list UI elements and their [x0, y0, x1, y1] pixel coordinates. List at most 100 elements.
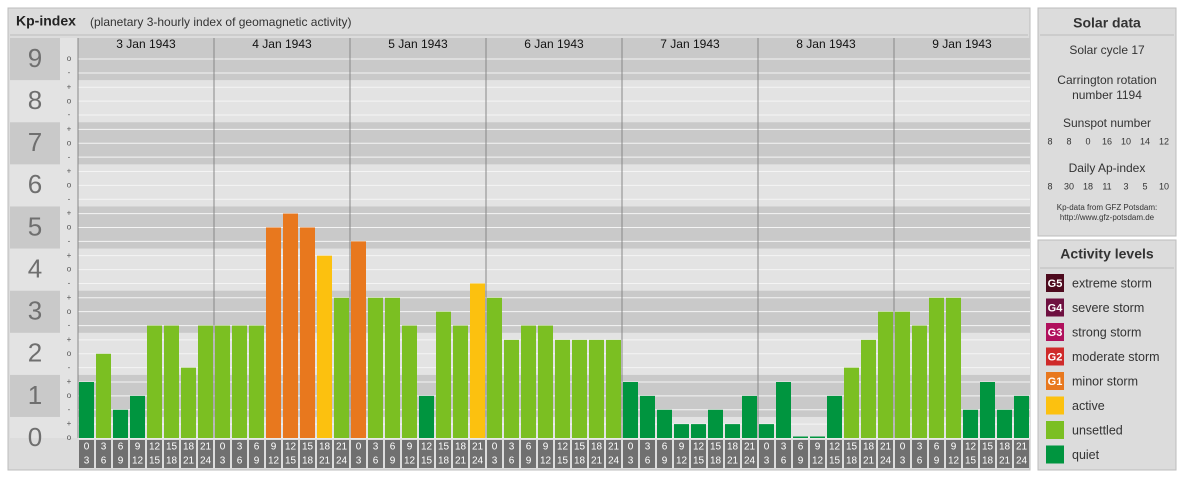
hour-box	[249, 440, 264, 468]
hour-label: 18	[846, 456, 858, 467]
day-label: 4 Jan 1943	[252, 37, 312, 51]
y-label-box	[10, 374, 60, 417]
hour-box	[827, 440, 842, 468]
hour-label: 18	[727, 442, 739, 453]
minor-tick-label: +	[67, 251, 72, 260]
bar	[198, 325, 213, 438]
minor-tick-label: o	[67, 307, 72, 316]
hour-label: 21	[880, 442, 892, 453]
hour-box	[453, 440, 468, 468]
hour-label: 12	[693, 442, 705, 453]
hour-label: 3	[764, 456, 770, 467]
minor-tick-label: o	[67, 391, 72, 400]
hour-label: 12	[404, 456, 416, 467]
legend-label: active	[1072, 399, 1105, 413]
hour-label: 6	[798, 442, 804, 453]
hour-label: 0	[84, 442, 90, 453]
legend-code: G2	[1048, 351, 1063, 363]
hour-label: 15	[965, 456, 977, 467]
hour-box	[759, 440, 774, 468]
hour-label: 24	[336, 456, 348, 467]
bar	[742, 395, 757, 438]
hour-box	[266, 440, 281, 468]
hour-label: 9	[118, 456, 124, 467]
bar	[334, 297, 349, 438]
minor-tick-label: +	[67, 335, 72, 344]
hour-label: 9	[390, 456, 396, 467]
hour-box	[317, 440, 332, 468]
y-label-box	[10, 122, 60, 165]
hour-box	[691, 440, 706, 468]
bar	[657, 409, 672, 438]
minor-tick-label: +	[67, 167, 72, 176]
minor-tick-label: -	[68, 279, 71, 288]
hour-box	[402, 440, 417, 468]
hour-box	[912, 440, 927, 468]
y-tick-label: 8	[28, 85, 42, 115]
chart-subtitle: (planetary 3-hourly index of geomagnetic…	[90, 15, 351, 29]
day-label: 7 Jan 1943	[660, 37, 720, 51]
hour-label: 12	[421, 442, 433, 453]
hour-box	[147, 440, 162, 468]
bar	[844, 367, 859, 438]
solar-text: Solar data	[1073, 15, 1141, 31]
hour-box	[997, 440, 1012, 468]
hour-label: 21	[472, 442, 484, 453]
hour-label: 3	[645, 442, 651, 453]
hour-label: 15	[846, 442, 858, 453]
legend-code: G5	[1048, 278, 1063, 290]
bar	[283, 213, 298, 438]
hour-box	[113, 440, 128, 468]
hour-box	[283, 440, 298, 468]
hour-label: 9	[798, 456, 804, 467]
legend-label: strong storm	[1072, 325, 1141, 339]
minor-tick-label: o	[67, 265, 72, 274]
hour-label: 18	[591, 442, 603, 453]
bar	[181, 367, 196, 438]
hour-label: 9	[679, 442, 685, 453]
band	[78, 416, 1030, 438]
minor-tick-label: -	[68, 68, 71, 77]
hour-box	[555, 440, 570, 468]
solar-text: http://www.gfz-potsdam.de	[1060, 213, 1155, 222]
hour-box	[351, 440, 366, 468]
hour-label: 21	[336, 442, 348, 453]
solar-text: 12	[1159, 136, 1169, 146]
bar	[946, 297, 961, 438]
bar	[232, 325, 247, 438]
hour-label: 6	[509, 456, 515, 467]
hour-label: 15	[982, 442, 994, 453]
hour-label: 15	[302, 442, 314, 453]
bar	[453, 325, 468, 438]
minor-col	[60, 38, 78, 438]
minor-tick-label: +	[67, 419, 72, 428]
hour-label: 18	[982, 456, 994, 467]
hour-box	[742, 440, 757, 468]
hour-label: 6	[373, 456, 379, 467]
legend-label: extreme storm	[1072, 276, 1152, 290]
bar	[912, 325, 927, 438]
hour-box	[861, 440, 876, 468]
hour-box	[810, 440, 825, 468]
solar-text: 11	[1102, 181, 1111, 191]
hour-box	[300, 440, 315, 468]
hour-label: 9	[662, 456, 668, 467]
hour-label: 3	[917, 442, 923, 453]
solar-text: 8	[1047, 136, 1052, 146]
y-tick-label: 7	[28, 127, 42, 157]
solar-text: Carrington rotation	[1057, 73, 1156, 87]
hour-label: 24	[744, 456, 756, 467]
hour-box	[96, 440, 111, 468]
hour-label: 21	[744, 442, 756, 453]
minor-tick-label: o	[67, 96, 72, 105]
hour-label: 18	[319, 442, 331, 453]
hour-box	[215, 440, 230, 468]
minor-tick-label: +	[67, 82, 72, 91]
hour-label: 18	[574, 456, 586, 467]
legend-swatch	[1046, 347, 1064, 366]
bar	[606, 339, 621, 438]
hour-label: 24	[1016, 456, 1028, 467]
bar	[895, 311, 910, 438]
bar	[130, 395, 145, 438]
y-label-box	[10, 206, 60, 249]
